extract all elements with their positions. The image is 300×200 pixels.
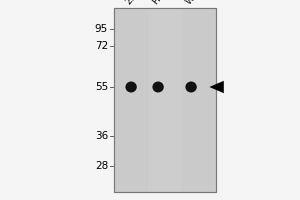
Text: Hela: Hela [151,0,171,6]
Text: WiDr: WiDr [184,0,205,6]
Bar [182,8,216,192]
Bar [114,8,148,192]
Text: 28: 28 [95,161,108,171]
Ellipse shape [185,82,197,92]
Bar [114,8,216,192]
Ellipse shape [152,82,164,92]
Text: 72: 72 [95,41,108,51]
Bar [148,8,182,192]
Ellipse shape [125,82,137,92]
Text: 293: 293 [124,0,142,6]
Polygon shape [209,81,224,93]
Text: 95: 95 [95,24,108,34]
Text: 36: 36 [95,131,108,141]
Bar [114,8,216,192]
Text: 55: 55 [95,82,108,92]
